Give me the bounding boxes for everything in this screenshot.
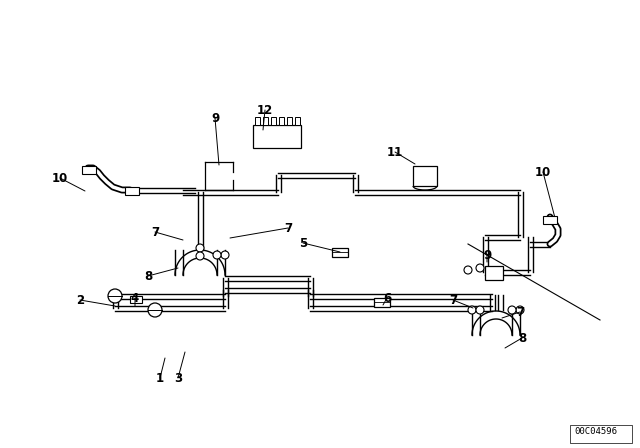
Text: 11: 11 [387,146,403,159]
Circle shape [464,266,472,274]
Circle shape [516,306,524,314]
Bar [130,296,142,303]
Text: 6: 6 [383,292,391,305]
Text: 7: 7 [284,221,292,234]
Bar [485,266,503,280]
Circle shape [196,252,204,260]
Circle shape [221,251,229,259]
Text: 7: 7 [516,306,524,319]
Bar [332,247,348,257]
Bar [263,117,268,125]
Circle shape [196,244,204,252]
Bar [543,216,557,224]
Text: 7: 7 [449,293,457,306]
Bar [570,425,632,443]
Bar [271,117,276,125]
Text: 7: 7 [151,225,159,238]
Circle shape [476,264,484,272]
Text: 2: 2 [76,293,84,306]
Bar [374,297,390,306]
Text: 12: 12 [257,103,273,116]
Circle shape [508,306,516,314]
Text: 4: 4 [131,292,139,305]
Bar [413,166,437,186]
Text: 5: 5 [299,237,307,250]
Text: 10: 10 [52,172,68,185]
Text: 3: 3 [174,371,182,384]
Text: 1: 1 [156,371,164,384]
Bar [253,125,301,148]
Bar [279,117,284,125]
Text: 9: 9 [211,112,219,125]
Bar [82,166,96,174]
Text: 10: 10 [535,165,551,178]
Text: 9: 9 [483,249,491,262]
Text: 00C04596: 00C04596 [575,427,618,436]
Circle shape [148,303,162,317]
Circle shape [108,289,122,303]
Circle shape [476,306,484,314]
Circle shape [468,306,476,314]
Circle shape [213,251,221,259]
Bar [287,117,292,125]
Bar [125,187,139,195]
Bar [295,117,300,125]
Text: 8: 8 [518,332,526,345]
Text: 8: 8 [144,270,152,283]
Bar [255,117,260,125]
